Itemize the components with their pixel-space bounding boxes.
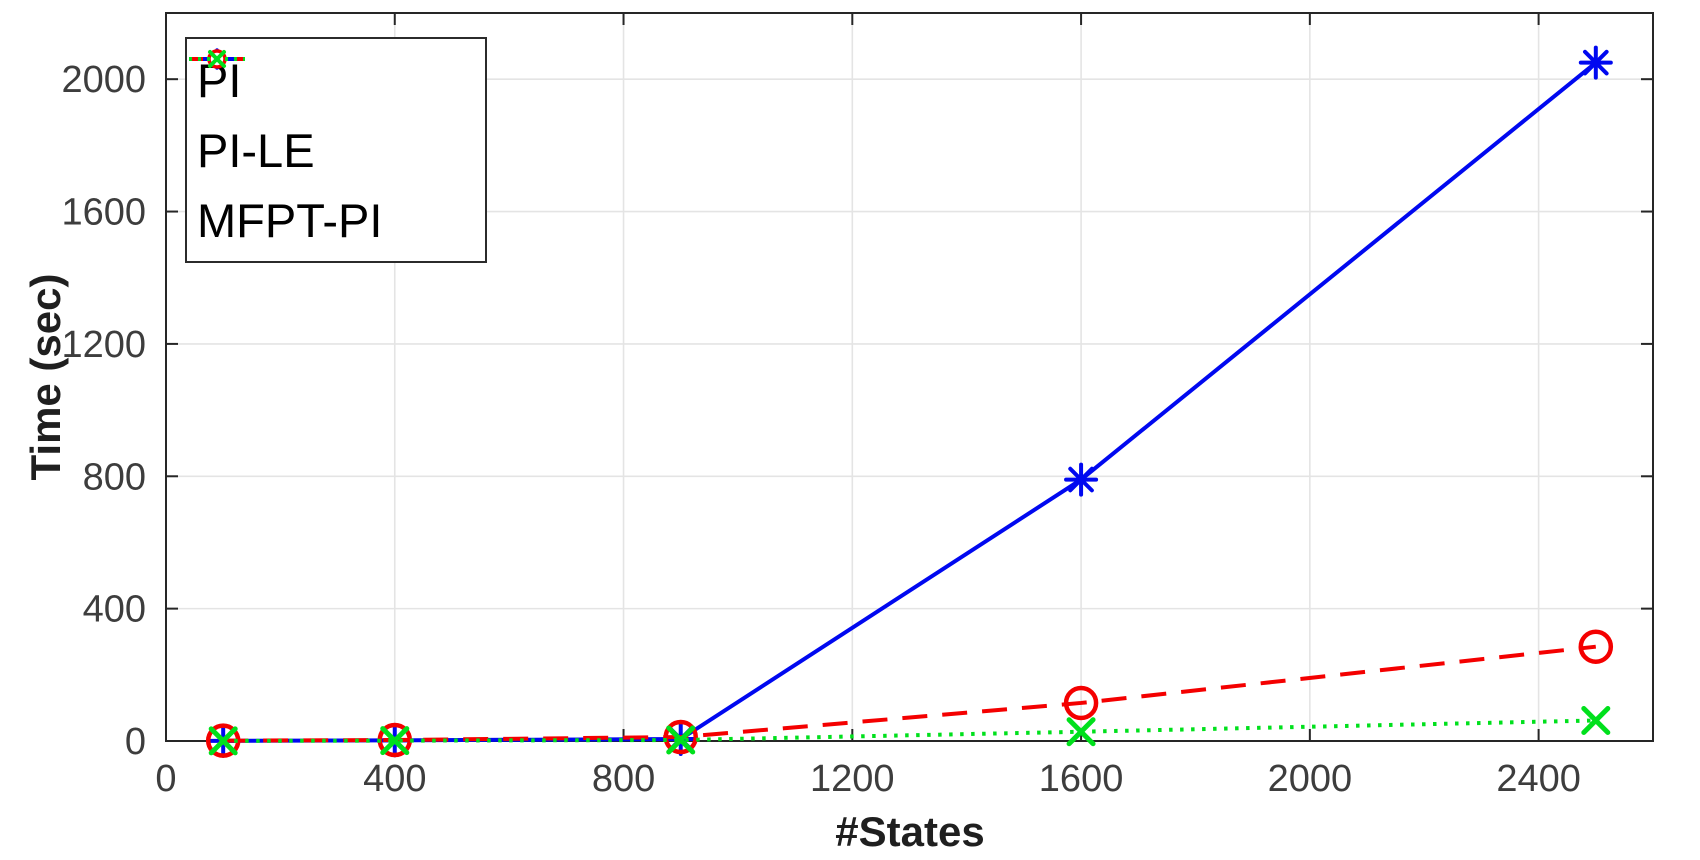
- mfpt-pi-line-sample-icon: [189, 50, 245, 68]
- y-tick-label: 1200: [61, 324, 146, 366]
- data-point-marker: [1068, 466, 1094, 493]
- y-tick-label: 1600: [61, 192, 146, 234]
- x-tick-label: 1200: [810, 758, 895, 800]
- data-point-marker: [1578, 629, 1614, 664]
- data-point-marker: [1581, 705, 1611, 735]
- data-point-marker: [1066, 717, 1096, 747]
- legend-sample-line: [208, 50, 226, 68]
- y-tick-label: 0: [125, 721, 146, 763]
- legend: PI PI-LE MFPT-PI: [185, 37, 487, 263]
- y-tick-label: 800: [83, 456, 146, 498]
- legend-item-label: PI-LE: [197, 123, 315, 177]
- data-point-marker: [208, 726, 238, 756]
- plot-border: [165, 12, 1654, 742]
- x-tick-label: 1600: [1039, 758, 1124, 800]
- x-tick-label: 2400: [1496, 758, 1581, 800]
- legend-item-mfpt-pi: MFPT-PI: [189, 50, 485, 252]
- data-point-marker: [1583, 49, 1609, 76]
- data-point-marker: [1063, 685, 1099, 721]
- x-tick-label: 800: [592, 758, 655, 800]
- data-point-marker: [205, 723, 241, 758]
- data-point-marker: [663, 719, 698, 755]
- legend-item-pi-le: PI-LE: [189, 49, 485, 182]
- x-tick-label: 2000: [1268, 758, 1353, 800]
- legend-item-label: MFPT-PI: [197, 193, 383, 247]
- x-tick-label: 400: [363, 758, 426, 800]
- data-point-marker: [666, 725, 696, 755]
- x-tick-label: 0: [155, 758, 176, 800]
- y-tick-label: 2000: [61, 59, 146, 101]
- x-axis-title: #States: [835, 808, 985, 855]
- y-axis-title: Time (sec): [22, 273, 69, 481]
- y-tick-label: 400: [83, 589, 146, 631]
- data-point-marker: [380, 726, 410, 756]
